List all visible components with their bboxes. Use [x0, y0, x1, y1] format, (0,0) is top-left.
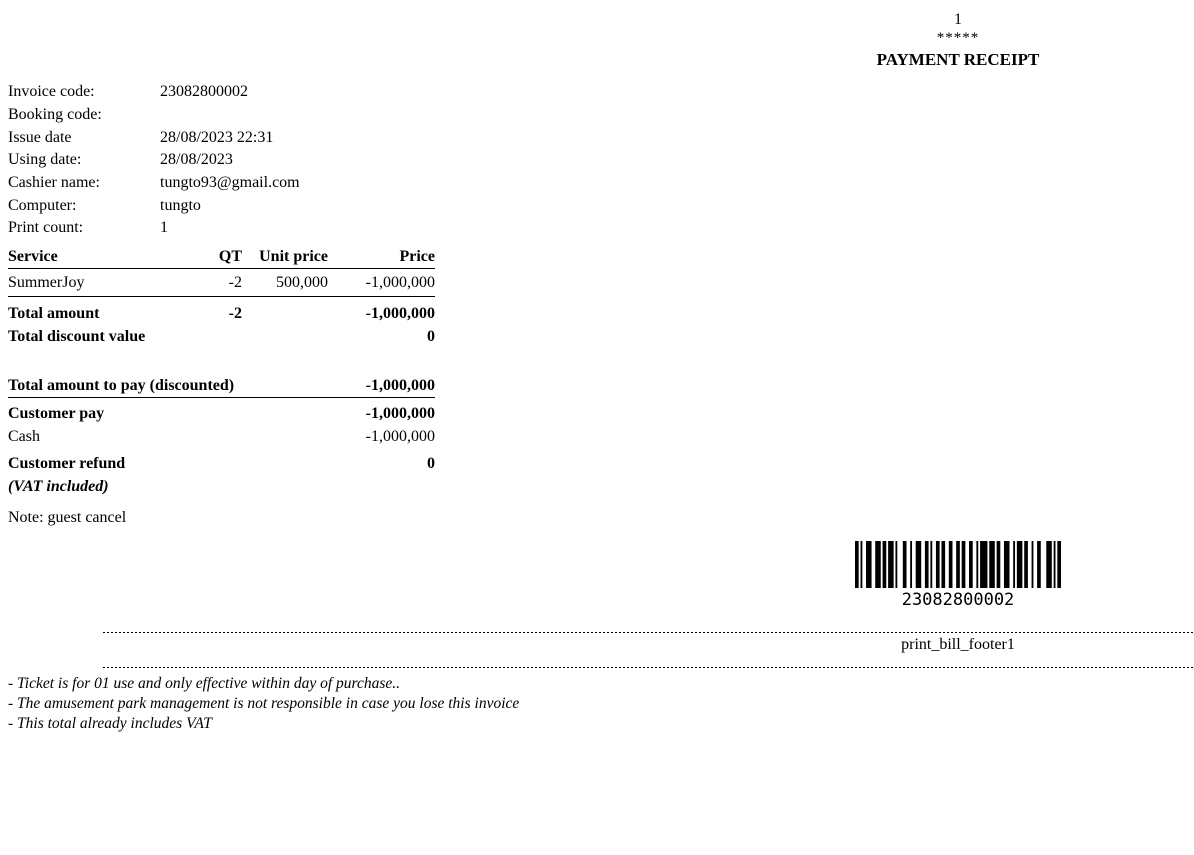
footer-note-line: - The amusement park management is not r… — [8, 695, 520, 712]
page-number: 1 — [954, 11, 962, 28]
barcode-icon — [855, 541, 1061, 588]
vat-included-note: (VAT included) — [8, 477, 109, 495]
meta-label: Issue date — [8, 128, 72, 146]
stars-separator: ***** — [936, 30, 980, 46]
meta-label: Computer: — [8, 196, 77, 214]
table-row: SummerJoy -2 500,000 -1,000,000 — [8, 269, 435, 297]
invoice-meta: Invoice code: 23082800002 Booking code: … — [8, 81, 438, 240]
customer-refund-row: Customer refund 0 — [8, 448, 435, 475]
header-unit-price: Unit price — [259, 248, 328, 265]
meta-value: 1 — [160, 219, 168, 237]
bill-note: Note: guest cancel — [8, 509, 127, 526]
meta-row-print-count: Print count: 1 — [8, 217, 438, 240]
meta-row-booking-code: Booking code: — [8, 104, 438, 127]
item-service: SummerJoy — [8, 273, 85, 291]
footer-note-line: - Ticket is for 01 use and only effectiv… — [8, 675, 401, 692]
header-price: Price — [399, 248, 435, 265]
meta-row-cashier-name: Cashier name: tungto93@gmail.com — [8, 172, 438, 195]
cash-row: Cash -1,000,000 — [8, 425, 435, 448]
item-unit-price: 500,000 — [276, 273, 328, 291]
meta-value: tungto93@gmail.com — [160, 174, 300, 192]
item-price: -1,000,000 — [365, 273, 435, 291]
customer-refund-label: Customer refund — [8, 455, 126, 472]
customer-pay-label: Customer pay — [8, 405, 105, 422]
total-to-pay-row: Total amount to pay (discounted) -1,000,… — [8, 374, 435, 398]
meta-label: Booking code: — [8, 106, 102, 124]
total-amount-row: Total amount -2 -1,000,000 — [8, 297, 435, 325]
header-service: Service — [8, 248, 58, 265]
total-to-pay-label: Total amount to pay (discounted) — [8, 376, 235, 394]
customer-pay-price: -1,000,000 — [365, 405, 435, 422]
item-qt: -2 — [228, 273, 242, 291]
meta-row-invoice-code: Invoice code: 23082800002 — [8, 81, 438, 104]
meta-row-using-date: Using date: 28/08/2023 — [8, 149, 438, 172]
receipt-title: PAYMENT RECEIPT — [876, 50, 1040, 69]
meta-label: Using date: — [8, 151, 82, 169]
meta-label: Invoice code: — [8, 83, 95, 101]
table-header-row: Service QT Unit price Price — [8, 246, 435, 269]
total-discount-label: Total discount value — [8, 327, 146, 345]
footer-note-line: - This total already includes VAT — [8, 715, 212, 732]
meta-row-computer: Computer: tungto — [8, 194, 438, 217]
dashed-separator-bottom — [103, 667, 1194, 668]
meta-label: Print count: — [8, 219, 84, 237]
customer-refund-price: 0 — [427, 455, 435, 472]
total-amount-label: Total amount — [8, 305, 100, 322]
meta-label: Cashier name: — [8, 174, 100, 192]
header-qt: QT — [218, 248, 242, 265]
cash-price: -1,000,000 — [365, 427, 435, 445]
meta-value: tungto — [160, 196, 201, 214]
cash-label: Cash — [8, 427, 40, 445]
total-to-pay-price: -1,000,000 — [365, 376, 435, 394]
total-amount-price: -1,000,000 — [365, 305, 435, 322]
barcode-value: 23082800002 — [901, 590, 1015, 610]
receipt-header: 1 ***** PAYMENT RECEIPT — [723, 10, 1193, 71]
dashed-separator-top — [103, 632, 1194, 633]
meta-value: 28/08/2023 22:31 — [160, 128, 274, 146]
total-discount-price: 0 — [427, 327, 435, 345]
meta-value: 28/08/2023 — [160, 151, 233, 169]
bill-table: Service QT Unit price Price SummerJoy -2… — [8, 246, 435, 529]
customer-pay-row: Customer pay -1,000,000 — [8, 398, 435, 425]
footer-notes: - Ticket is for 01 use and only effectiv… — [8, 674, 519, 734]
total-amount-qt: -2 — [228, 305, 242, 322]
barcode-block: 23082800002 — [855, 541, 1061, 611]
meta-value: 23082800002 — [160, 83, 248, 101]
meta-row-issue-date: Issue date 28/08/2023 22:31 — [8, 126, 438, 149]
print-bill-footer-label: print_bill_footer1 — [901, 636, 1015, 653]
table-spacer — [8, 348, 435, 374]
total-discount-row: Total discount value 0 — [8, 325, 435, 348]
